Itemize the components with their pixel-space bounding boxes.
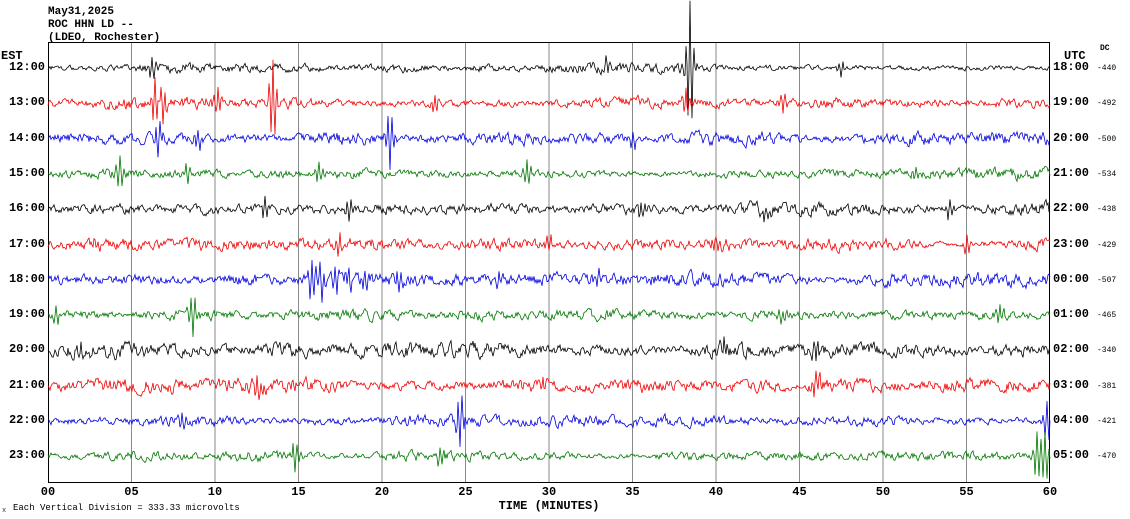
x-tick-40: 40 (708, 485, 724, 499)
est-label-19:00: 19:00 (8, 307, 45, 322)
x-tick-35: 35 (625, 485, 640, 499)
utc-label-02:00: 02:00 (1053, 342, 1090, 357)
est-label-16:00: 16:00 (8, 201, 45, 216)
dc-value-19:00: -465 (1097, 311, 1117, 321)
est-label-13:00: 13:00 (8, 95, 45, 110)
right-axis-label: UTC (1064, 49, 1086, 63)
est-label-18:00: 18:00 (8, 271, 45, 286)
plot-header: May31,2025 ROC HHN LD -- (LDEO, Rocheste… (48, 6, 160, 45)
utc-label-18:00: 18:00 (1053, 60, 1090, 74)
trace-13:00 (47, 59, 1051, 135)
trace-18:00 (47, 259, 1051, 303)
dc-value-20:00: -340 (1097, 346, 1117, 356)
utc-label-03:00: 03:00 (1053, 377, 1090, 392)
est-label-17:00: 17:00 (8, 236, 45, 251)
utc-label-00:00: 00:00 (1053, 271, 1090, 286)
x-tick-55: 55 (959, 485, 974, 499)
dc-value-17:00: -429 (1097, 240, 1117, 250)
trace-12:00 (47, 0, 1051, 119)
x-tick-50: 50 (875, 485, 891, 499)
est-label-14:00: 14:00 (8, 130, 45, 145)
dc-value-15:00: -534 (1097, 169, 1117, 179)
utc-label-23:00: 23:00 (1053, 236, 1090, 251)
seismogram-plot (47, 0, 1051, 483)
utc-label-19:00: 19:00 (1053, 95, 1090, 110)
x-tick-20: 20 (374, 485, 390, 499)
est-label-22:00: 22:00 (8, 413, 45, 427)
x-tick-10: 10 (207, 485, 223, 499)
utc-label-21:00: 21:00 (1053, 165, 1090, 180)
header-station: ROC HHN LD -- (48, 19, 134, 31)
utc-label-01:00: 01:00 (1053, 307, 1090, 322)
utc-label-20:00: 20:00 (1053, 130, 1090, 145)
dc-value-21:00: -381 (1097, 381, 1117, 391)
header-location: (LDEO, Rochester) (48, 32, 161, 44)
utc-label-05:00: 05:00 (1053, 448, 1090, 463)
dc-value-16:00: -438 (1097, 205, 1117, 215)
x-tick-30: 30 (541, 485, 557, 499)
dc-value-12:00: -440 (1097, 64, 1117, 73)
dc-value-22:00: -421 (1097, 417, 1117, 426)
x-tick-15: 15 (291, 485, 306, 499)
est-label-23:00: 23:00 (8, 448, 45, 463)
division-note: Each Vertical Division = 333.33 microvol… (13, 503, 240, 513)
trace-20:00 (47, 336, 1051, 362)
x-tick-45: 45 (792, 485, 807, 499)
est-label-15:00: 15:00 (8, 165, 45, 180)
left-axis-label: EST (1, 49, 23, 63)
dc-value-23:00: -470 (1097, 452, 1117, 462)
x-tick-00: 00 (40, 485, 56, 499)
x-tick-05: 05 (124, 485, 139, 499)
x-tick-25: 25 (458, 485, 473, 499)
dc-value-13:00: -492 (1097, 99, 1117, 109)
trace-21:00 (47, 370, 1051, 401)
header-date: May31,2025 (48, 6, 115, 18)
trace-14:00 (47, 115, 1051, 170)
plot-border (48, 42, 1050, 483)
est-label-20:00: 20:00 (8, 342, 45, 357)
trace-19:00 (47, 297, 1051, 338)
est-label-12:00: 12:00 (8, 60, 45, 74)
trace-23:00 (47, 431, 1051, 479)
x-axis-title: TIME (MINUTES) (498, 499, 600, 513)
trace-15:00 (47, 155, 1051, 187)
trace-22:00 (47, 395, 1051, 447)
trace-16:00 (47, 195, 1051, 223)
utc-label-22:00: 22:00 (1053, 201, 1090, 216)
est-label-21:00: 21:00 (8, 377, 45, 392)
trace-17:00 (47, 232, 1051, 257)
dc-value-18:00: -507 (1097, 275, 1117, 285)
utc-label-04:00: 04:00 (1053, 413, 1090, 427)
x-tick-60: 60 (1042, 485, 1058, 499)
dc-value-14:00: -500 (1097, 134, 1117, 144)
dc-axis-label: DC (1100, 44, 1110, 53)
corner-marker: x (2, 507, 7, 515)
